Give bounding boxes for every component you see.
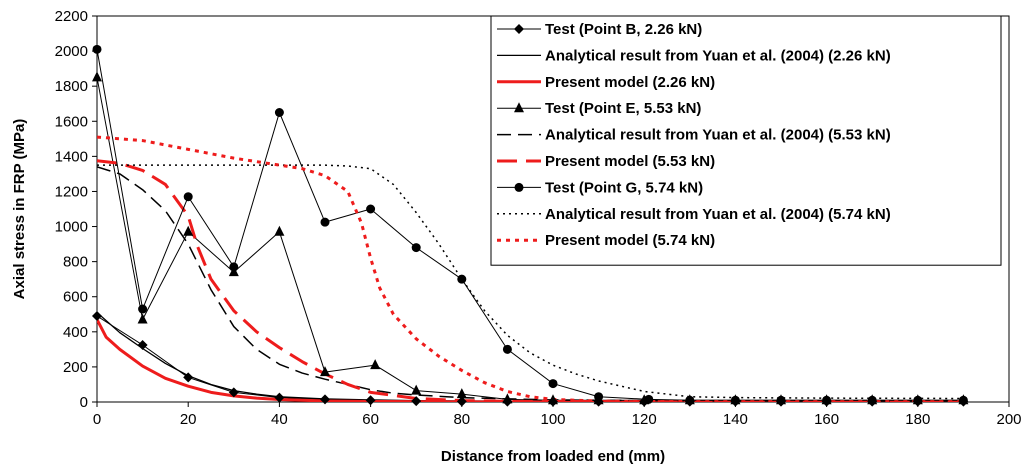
y-tick-label: 2000 bbox=[55, 43, 88, 60]
x-tick-label: 120 bbox=[632, 411, 657, 428]
data-point bbox=[138, 304, 148, 314]
data-point bbox=[92, 311, 102, 322]
data-point bbox=[365, 395, 376, 406]
data-point bbox=[502, 344, 512, 354]
legend-label: Analytical result from Yuan et al. (2004… bbox=[545, 206, 891, 223]
data-point bbox=[456, 396, 467, 407]
data-point bbox=[320, 217, 330, 227]
legend-label: Test (Point G, 5.74 kN) bbox=[545, 179, 703, 196]
series-layer bbox=[97, 49, 964, 402]
legend-marker bbox=[514, 102, 524, 113]
x-tick-label: 200 bbox=[996, 411, 1021, 428]
y-tick-label: 2200 bbox=[55, 8, 88, 25]
marker-layer bbox=[92, 44, 969, 407]
data-point bbox=[958, 395, 968, 405]
legend-label: Analytical result from Yuan et al. (2004… bbox=[545, 127, 891, 144]
data-point bbox=[457, 274, 467, 284]
data-point bbox=[274, 392, 285, 403]
data-point bbox=[92, 44, 102, 54]
y-tick-label: 1800 bbox=[55, 78, 88, 95]
y-tick-label: 200 bbox=[63, 359, 88, 376]
series-line-2 bbox=[97, 318, 964, 402]
data-point bbox=[137, 313, 148, 324]
data-point bbox=[594, 392, 604, 402]
data-point bbox=[228, 387, 239, 398]
data-point bbox=[137, 339, 148, 350]
data-point bbox=[776, 395, 786, 405]
data-point bbox=[822, 395, 832, 405]
x-tick-label: 100 bbox=[540, 411, 565, 428]
legend: Test (Point B, 2.26 kN) Analytical result… bbox=[490, 15, 1002, 266]
data-point bbox=[913, 395, 923, 405]
data-point bbox=[183, 225, 194, 236]
legend-label: Analytical result from Yuan et al. (2004… bbox=[545, 47, 891, 64]
data-point bbox=[229, 262, 239, 272]
legend-label: Test (Point B, 2.26 kN) bbox=[545, 21, 702, 38]
legend-label: Present model (2.26 kN) bbox=[545, 74, 715, 91]
y-tick-label: 800 bbox=[63, 254, 88, 271]
x-tick-label: 160 bbox=[814, 411, 839, 428]
x-tick-label: 80 bbox=[453, 411, 470, 428]
data-point bbox=[644, 394, 654, 404]
data-point bbox=[411, 396, 422, 407]
data-point bbox=[411, 243, 421, 253]
data-point bbox=[274, 108, 284, 117]
legend-marker bbox=[514, 182, 524, 192]
data-point bbox=[867, 395, 877, 405]
x-tick-label: 60 bbox=[362, 411, 379, 428]
y-tick-label: 1600 bbox=[55, 113, 88, 130]
data-point bbox=[320, 394, 330, 405]
data-point bbox=[502, 393, 513, 404]
y-tick-label: 0 bbox=[80, 394, 88, 411]
y-tick-label: 400 bbox=[63, 324, 88, 341]
data-point bbox=[411, 384, 422, 395]
series-line-7 bbox=[97, 164, 964, 400]
y-tick-label: 1000 bbox=[55, 219, 88, 236]
y-axis-title: Axial stress in FRP (MPa) bbox=[11, 119, 28, 300]
data-point bbox=[274, 225, 285, 236]
legend-marker bbox=[514, 24, 524, 34]
legend-box bbox=[490, 15, 1002, 266]
data-point bbox=[730, 395, 740, 405]
data-point bbox=[548, 394, 558, 405]
legend-label: Test (Point E, 5.53 kN) bbox=[545, 100, 701, 117]
x-tick-label: 140 bbox=[723, 411, 748, 428]
x-tick-label: 20 bbox=[180, 411, 197, 428]
data-point bbox=[366, 204, 376, 214]
data-point bbox=[370, 359, 381, 370]
y-tick-label: 600 bbox=[63, 289, 88, 306]
series-line-5 bbox=[97, 159, 964, 402]
series-line-6 bbox=[97, 49, 964, 401]
legend-label: Present model (5.53 kN) bbox=[545, 153, 715, 170]
data-point bbox=[548, 379, 558, 389]
x-axis-title: Distance from loaded end (mm) bbox=[441, 448, 665, 465]
x-tick-label: 40 bbox=[271, 411, 288, 428]
series-line-1 bbox=[97, 312, 964, 402]
series-line-8 bbox=[97, 135, 964, 402]
data-point bbox=[456, 388, 467, 399]
axes: 0 20 40 60 80 100 120 140 160 180 2000200400600800… bbox=[55, 8, 1022, 428]
data-point bbox=[685, 395, 695, 405]
y-tick-label: 1400 bbox=[55, 148, 88, 165]
x-tick-label: 0 bbox=[93, 411, 101, 428]
legend-label: Present model (5.74 kN) bbox=[545, 232, 715, 249]
x-tick-label: 180 bbox=[905, 411, 930, 428]
data-point bbox=[92, 71, 102, 82]
data-point bbox=[183, 192, 193, 202]
data-point bbox=[183, 372, 194, 383]
data-point bbox=[320, 366, 330, 377]
y-tick-label: 1200 bbox=[55, 183, 88, 200]
